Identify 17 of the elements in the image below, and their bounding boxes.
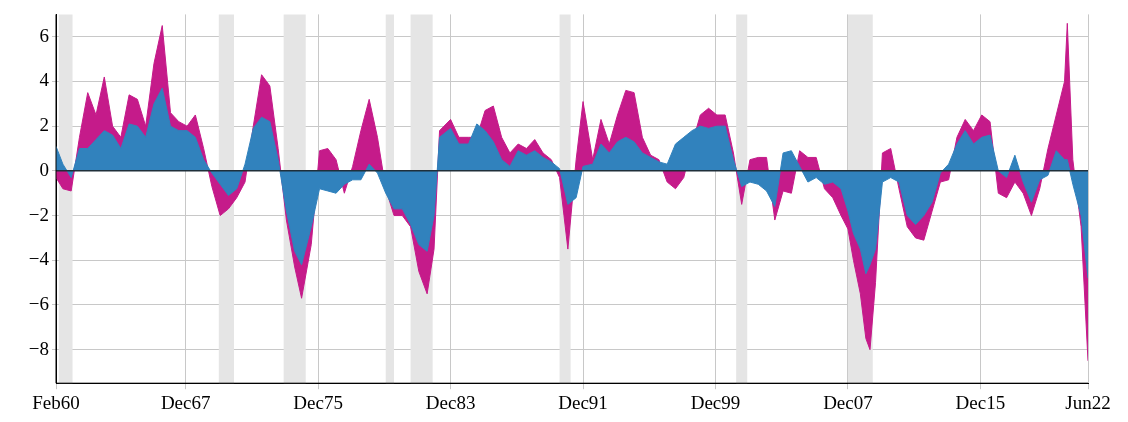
x-tick-label: Dec07 xyxy=(823,391,873,413)
x-tick-label: Dec67 xyxy=(160,391,211,413)
y-tick-label: −6 xyxy=(28,292,49,314)
x-tick-label: Feb60 xyxy=(32,391,80,413)
y-tick-label: −4 xyxy=(28,248,50,270)
y-tick-label: 2 xyxy=(39,114,49,136)
x-tick-label: Dec15 xyxy=(955,391,1006,413)
x-tick-label: Dec91 xyxy=(558,391,608,413)
y-tick-label: 4 xyxy=(39,69,50,91)
y-tick-label: 6 xyxy=(39,24,49,46)
x-tick-label: Dec99 xyxy=(690,391,741,413)
x-tick-label: Dec83 xyxy=(425,391,476,413)
y-tick-label: 0 xyxy=(39,158,49,180)
y-tick-label: −2 xyxy=(28,203,49,225)
x-tick-label: Dec75 xyxy=(293,391,343,413)
x-tick-label: Jun22 xyxy=(1065,391,1111,413)
y-tick-label: −8 xyxy=(28,337,49,359)
